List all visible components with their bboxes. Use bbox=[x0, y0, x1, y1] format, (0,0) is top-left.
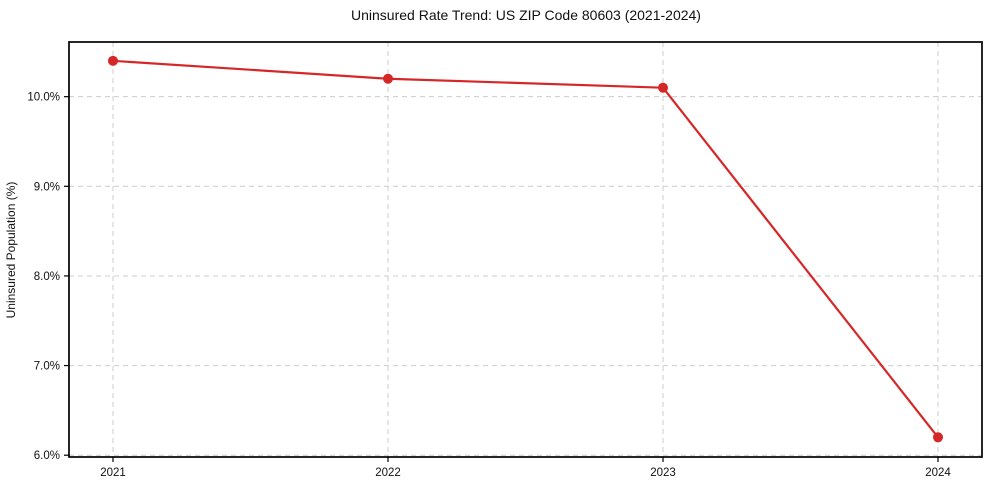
data-point-2024 bbox=[933, 432, 943, 443]
x-tick-label: 2023 bbox=[650, 467, 676, 479]
axes: 6.0% 7.0% 8.0% 9.0% 10.0% 2021 2022 2023 2024 bbox=[27, 41, 983, 479]
y-tick-label: 8.0% bbox=[34, 271, 60, 283]
chart-title: Uninsured Rate Trend: US ZIP Code 80603 … bbox=[351, 7, 701, 23]
trend-line bbox=[111, 59, 940, 439]
axes-frame bbox=[68, 41, 983, 458]
series bbox=[108, 55, 943, 443]
x-tick-label: 2024 bbox=[925, 467, 951, 479]
data-point-2022 bbox=[383, 73, 393, 84]
grid bbox=[69, 42, 982, 457]
x-tick-label: 2022 bbox=[375, 467, 401, 479]
y-axis-label: Uninsured Population (%) bbox=[4, 182, 18, 319]
x-tick-label: 2021 bbox=[100, 467, 126, 479]
data-point-2023 bbox=[658, 82, 668, 93]
y-tick-label: 6.0% bbox=[34, 450, 60, 462]
y-tick-label: 10.0% bbox=[27, 92, 60, 104]
data-point-2021 bbox=[108, 55, 118, 66]
y-tick-label: 9.0% bbox=[34, 181, 60, 193]
y-tick-label: 7.0% bbox=[34, 361, 60, 373]
